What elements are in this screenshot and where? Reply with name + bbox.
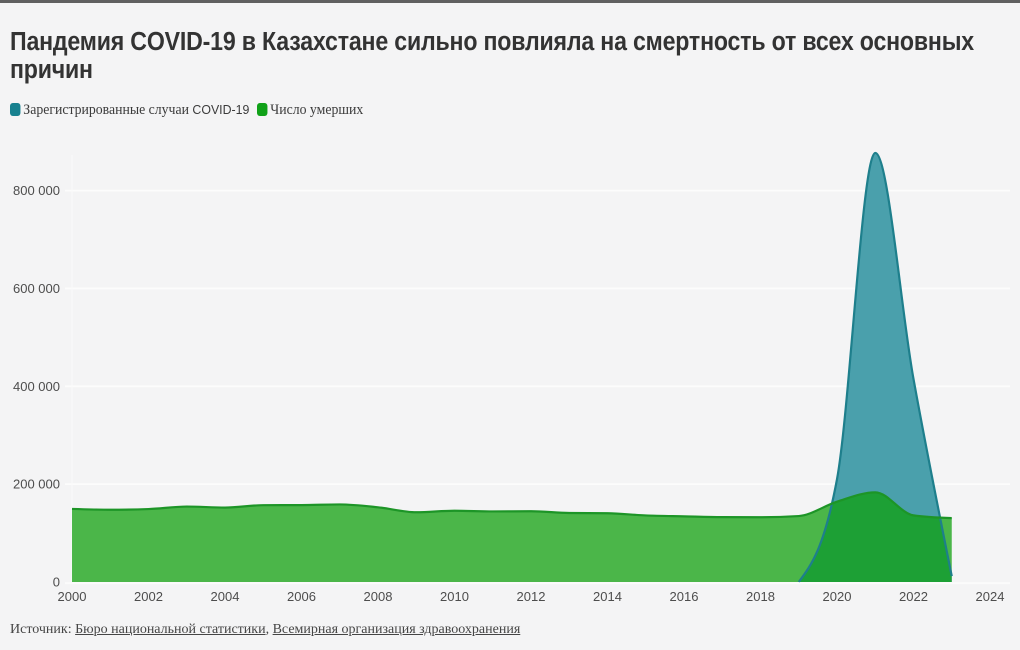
svg-text:2024: 2024 — [976, 589, 1005, 604]
svg-text:2014: 2014 — [593, 589, 622, 604]
svg-text:2006: 2006 — [287, 589, 316, 604]
svg-text:2004: 2004 — [211, 589, 240, 604]
svg-text:2000: 2000 — [58, 589, 87, 604]
svg-text:2008: 2008 — [364, 589, 393, 604]
svg-text:2018: 2018 — [746, 589, 775, 604]
svg-text:2022: 2022 — [899, 589, 928, 604]
svg-text:2016: 2016 — [670, 589, 699, 604]
svg-text:2010: 2010 — [440, 589, 469, 604]
svg-text:2012: 2012 — [517, 589, 546, 604]
svg-text:0: 0 — [53, 575, 60, 590]
svg-text:200 000: 200 000 — [13, 477, 60, 492]
svg-text:600 000: 600 000 — [13, 281, 60, 296]
svg-text:800 000: 800 000 — [13, 183, 60, 198]
svg-text:2020: 2020 — [823, 589, 852, 604]
svg-text:400 000: 400 000 — [13, 379, 60, 394]
svg-text:2002: 2002 — [134, 589, 163, 604]
